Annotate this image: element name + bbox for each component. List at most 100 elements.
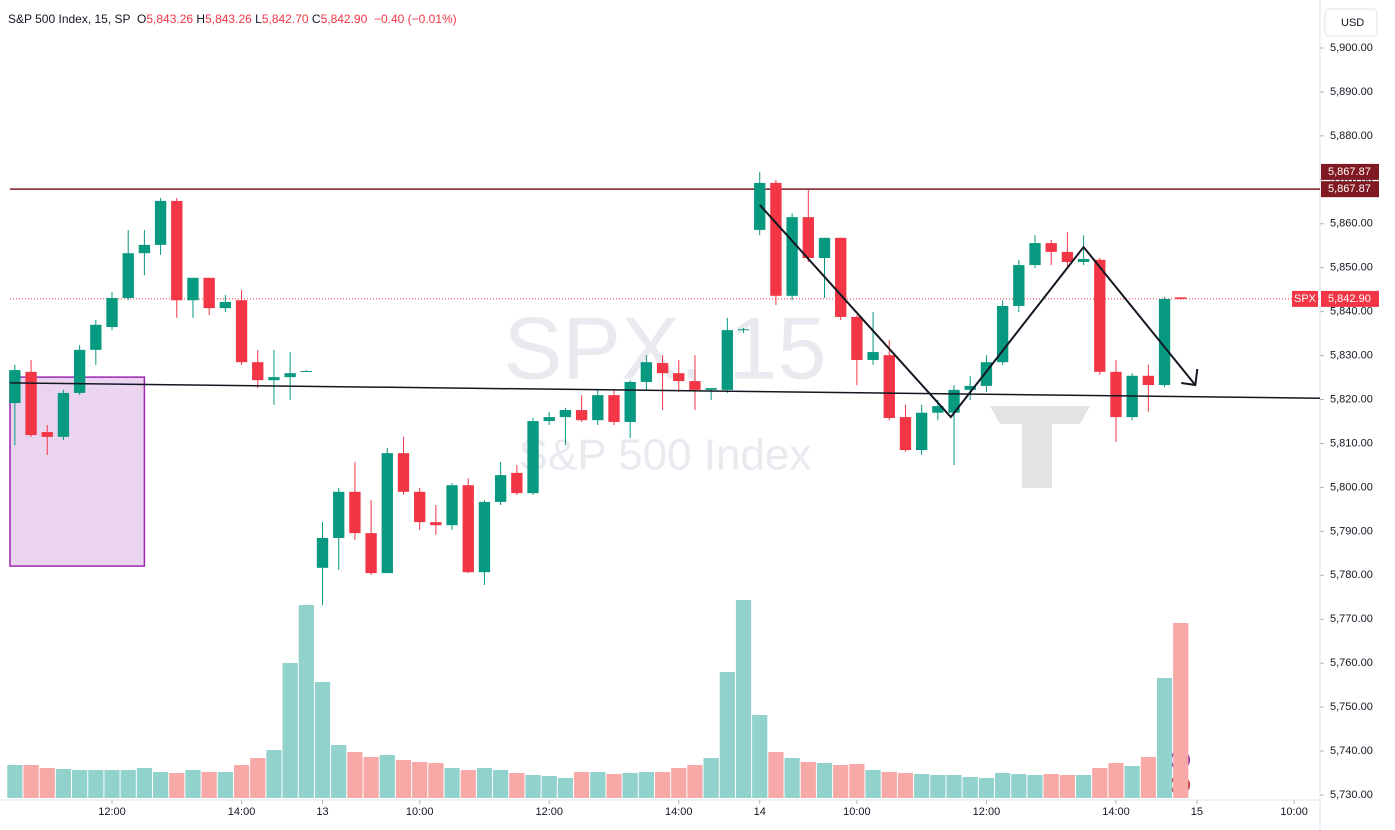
candle-body xyxy=(235,300,248,363)
candle-body xyxy=(1029,243,1041,266)
volume-bar xyxy=(1011,774,1027,798)
volume-bar xyxy=(881,772,897,798)
ohlc-value: 5,843.26 xyxy=(146,12,194,26)
volume-bar xyxy=(687,765,703,798)
volume-bar xyxy=(557,778,574,798)
volume-bar xyxy=(671,768,687,798)
candle-body xyxy=(835,237,847,317)
volume-bar xyxy=(946,775,962,798)
volume-bar xyxy=(930,775,946,798)
ohlc-key: O xyxy=(137,12,147,26)
currency-button[interactable] xyxy=(1324,8,1378,37)
volume-bar xyxy=(169,773,185,798)
y-tick-label: 5,850.00 xyxy=(1330,262,1373,274)
volume-bar xyxy=(152,772,169,798)
volume-bar xyxy=(185,770,201,798)
candle-body xyxy=(737,329,750,331)
candle-body xyxy=(899,417,912,451)
candle-body xyxy=(980,362,993,386)
x-tick-label: 15 xyxy=(1191,806,1203,818)
volume-bar xyxy=(541,776,557,798)
volume-bar xyxy=(217,772,233,798)
candle-body xyxy=(430,522,442,526)
x-tick-label: 14:00 xyxy=(1102,806,1130,818)
candle-body xyxy=(883,355,895,418)
volume-bar xyxy=(719,672,735,798)
volume-bar xyxy=(703,758,719,798)
volume-bar xyxy=(1027,775,1043,798)
candle-body xyxy=(154,200,167,245)
symbol-label-box xyxy=(1292,290,1318,307)
arrow-head xyxy=(1181,368,1199,387)
volume-bar xyxy=(39,768,55,798)
ohlc-key: C xyxy=(311,12,321,26)
x-tick-label: 12:00 xyxy=(98,806,126,818)
volume-bar xyxy=(233,765,250,798)
volume-bar xyxy=(768,752,784,798)
candle-body xyxy=(721,330,734,390)
volume-bar xyxy=(347,752,363,798)
watermark-name: S&P 500 Index xyxy=(519,431,812,480)
candle-body xyxy=(414,491,426,523)
price-label-box xyxy=(1321,181,1379,198)
volume-bar xyxy=(379,755,395,798)
volume-bar xyxy=(444,768,460,798)
candle-body xyxy=(106,298,118,328)
price-label-box xyxy=(1321,163,1379,180)
volume-bar xyxy=(1140,757,1156,798)
candle-body xyxy=(1045,243,1057,252)
ohlc-key: H xyxy=(196,12,206,26)
candle-body xyxy=(219,301,232,309)
candle-body xyxy=(397,453,410,492)
candle-body xyxy=(575,410,588,421)
candle-body xyxy=(640,362,653,382)
candle-body xyxy=(349,491,361,534)
price-label: 5,867.87 xyxy=(1328,183,1371,195)
candle-body xyxy=(624,381,636,422)
candle-body xyxy=(1158,298,1171,386)
volume-bar xyxy=(638,772,654,798)
volume-bar xyxy=(962,777,978,798)
volume-bar xyxy=(136,768,153,798)
ohlc-value: 5,842.90 xyxy=(320,12,368,26)
watermark-symbol: SPX, 15 xyxy=(504,298,827,397)
y-tick-label: 5,790.00 xyxy=(1330,525,1373,537)
candle-body xyxy=(478,501,491,573)
candle-body xyxy=(592,395,604,421)
volume-bar xyxy=(849,764,865,798)
volume-bar xyxy=(104,770,120,798)
volume-bar xyxy=(460,770,476,798)
volume-bar xyxy=(493,770,509,798)
volume-bar xyxy=(314,682,331,798)
candle-body xyxy=(171,200,183,301)
candle-body xyxy=(964,385,976,390)
logo xyxy=(990,406,1090,488)
volume-bar xyxy=(978,778,995,798)
symbol-label: SPX xyxy=(1294,293,1317,305)
volume-bar xyxy=(88,770,104,798)
candle-body xyxy=(608,395,620,422)
candle-body xyxy=(73,349,86,393)
volume-bar xyxy=(590,772,606,798)
candle-body xyxy=(381,453,393,574)
y-tick-label: 5,860.00 xyxy=(1330,218,1373,230)
candle-body xyxy=(818,237,831,259)
y-tick-label: 5,780.00 xyxy=(1330,569,1373,581)
candle-body xyxy=(996,305,1009,363)
volume-bar xyxy=(752,715,768,798)
volume-bar xyxy=(363,757,379,798)
candle-body xyxy=(673,373,685,382)
volume-bar xyxy=(606,774,622,798)
candle-body xyxy=(462,485,474,573)
volume-bar xyxy=(654,772,671,798)
candle-body xyxy=(41,432,53,437)
volume-bar xyxy=(525,775,541,798)
candle-body xyxy=(915,412,928,451)
watermark: SPX, 15 S&P 500 Index xyxy=(504,298,1090,488)
candle-body xyxy=(1061,251,1074,262)
volume-bar xyxy=(573,772,590,798)
candle-body xyxy=(932,406,944,413)
candle-body xyxy=(90,324,102,350)
volume-bar xyxy=(282,663,298,798)
volume-bar xyxy=(201,772,217,798)
